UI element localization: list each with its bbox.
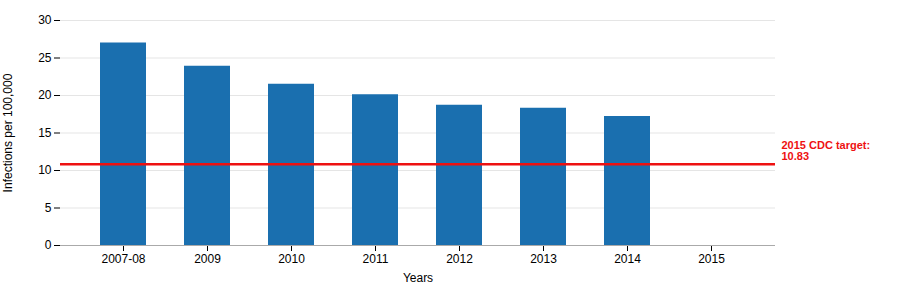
svg-text:2009: 2009 (194, 252, 221, 266)
svg-text:5: 5 (45, 201, 52, 215)
svg-text:2015 CDC target:10.83: 2015 CDC target:10.83 (782, 139, 871, 162)
svg-text:2013: 2013 (530, 252, 557, 266)
svg-text:2007-08: 2007-08 (101, 252, 145, 266)
svg-text:Infections per 100,000: Infections per 100,000 (1, 73, 15, 192)
svg-text:20: 20 (38, 88, 52, 102)
svg-text:2012: 2012 (446, 252, 473, 266)
svg-text:0: 0 (45, 238, 52, 252)
svg-text:Years: Years (403, 271, 433, 285)
svg-text:2011: 2011 (363, 252, 389, 266)
svg-text:30: 30 (38, 13, 52, 27)
svg-text:25: 25 (38, 51, 52, 65)
svg-text:2010: 2010 (278, 252, 305, 266)
svg-text:10: 10 (38, 163, 52, 177)
svg-text:2015: 2015 (698, 252, 725, 266)
svg-text:2014: 2014 (614, 252, 641, 266)
svg-text:15: 15 (38, 126, 52, 140)
